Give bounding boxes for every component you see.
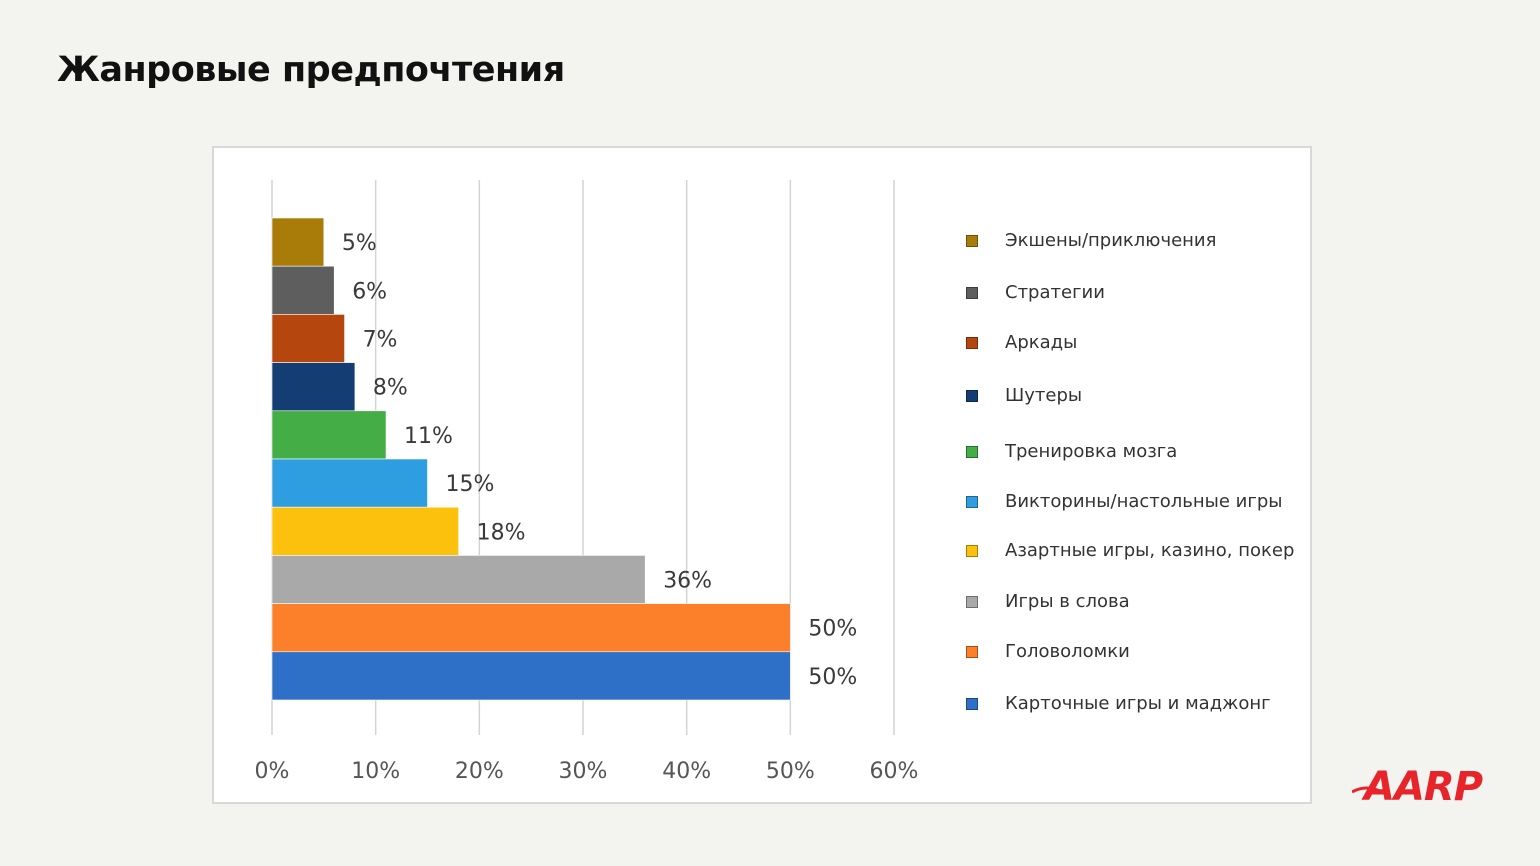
- legend-label: Тренировка мозга: [1005, 441, 1178, 462]
- legend-swatch: [966, 495, 978, 508]
- legend-item: Головоломки: [966, 641, 1130, 662]
- bar-2: [271, 265, 335, 315]
- legend-swatch: [966, 697, 978, 710]
- bar-8: [271, 555, 646, 604]
- legend-label: Игры в слова: [1005, 591, 1130, 612]
- legend-item: Викторины/настольные игры: [966, 491, 1282, 512]
- x-tick-label: 60%: [870, 759, 919, 784]
- data-label: 6%: [352, 279, 387, 304]
- legend-item: Карточные игры и маджонг: [966, 693, 1271, 714]
- data-label: 50%: [808, 617, 857, 642]
- legend-swatch: [966, 336, 978, 349]
- legend-swatch: [966, 286, 978, 299]
- legend-item: Аркады: [966, 332, 1077, 353]
- data-label: 18%: [477, 520, 526, 545]
- bar-3: [271, 314, 345, 363]
- legend-label: Стратегии: [1005, 282, 1105, 303]
- legend-item: Шутеры: [966, 385, 1082, 406]
- x-tick-label: 10%: [351, 759, 400, 784]
- legend-item: Экшены/приключения: [966, 230, 1216, 251]
- x-tick-label: 30%: [559, 759, 608, 784]
- legend-swatch: [966, 234, 978, 247]
- legend-swatch: [966, 544, 978, 557]
- legend-label: Экшены/приключения: [1005, 230, 1217, 251]
- legend-item: Азартные игры, казино, покер: [966, 540, 1294, 561]
- bar-9: [271, 603, 791, 653]
- bar-5: [271, 410, 387, 460]
- bar-6: [271, 458, 428, 508]
- legend-label: Карточные игры и маджонг: [1005, 693, 1271, 714]
- legend-item: Игры в слова: [966, 591, 1130, 612]
- data-label: 8%: [373, 376, 408, 401]
- legend-label: Аркады: [1005, 332, 1078, 353]
- x-tick-label: 0%: [255, 759, 290, 784]
- legend-item: Тренировка мозга: [966, 441, 1177, 462]
- data-label: 50%: [808, 665, 857, 690]
- legend-swatch: [966, 445, 978, 458]
- data-label: 36%: [663, 569, 712, 594]
- legend-label: Шутеры: [1005, 385, 1083, 406]
- page-title: Жанровые предпочтения: [57, 50, 565, 90]
- data-label: 15%: [446, 472, 495, 497]
- bar-10: [271, 651, 791, 701]
- legend-label: Викторины/настольные игры: [1005, 491, 1283, 512]
- legend-swatch: [966, 645, 978, 658]
- legend-item: Стратегии: [966, 282, 1105, 303]
- bar-1: [271, 217, 325, 267]
- logo-swoosh: [1352, 786, 1383, 794]
- bar-4: [271, 362, 356, 412]
- data-label: 5%: [342, 231, 377, 256]
- legend-label: Азартные игры, казино, покер: [1005, 540, 1295, 561]
- data-label: 11%: [404, 424, 453, 449]
- x-tick-label: 50%: [766, 759, 815, 784]
- legend-label: Головоломки: [1005, 641, 1130, 662]
- x-tick-label: 20%: [455, 759, 504, 784]
- legend-swatch: [966, 389, 978, 402]
- bar-7: [271, 506, 459, 556]
- data-label: 7%: [363, 328, 398, 353]
- aarp-logo-text: AARP: [1361, 764, 1483, 808]
- legend-swatch: [966, 595, 978, 608]
- aarp-logo: AARP: [1352, 764, 1484, 808]
- x-tick-label: 40%: [662, 759, 711, 784]
